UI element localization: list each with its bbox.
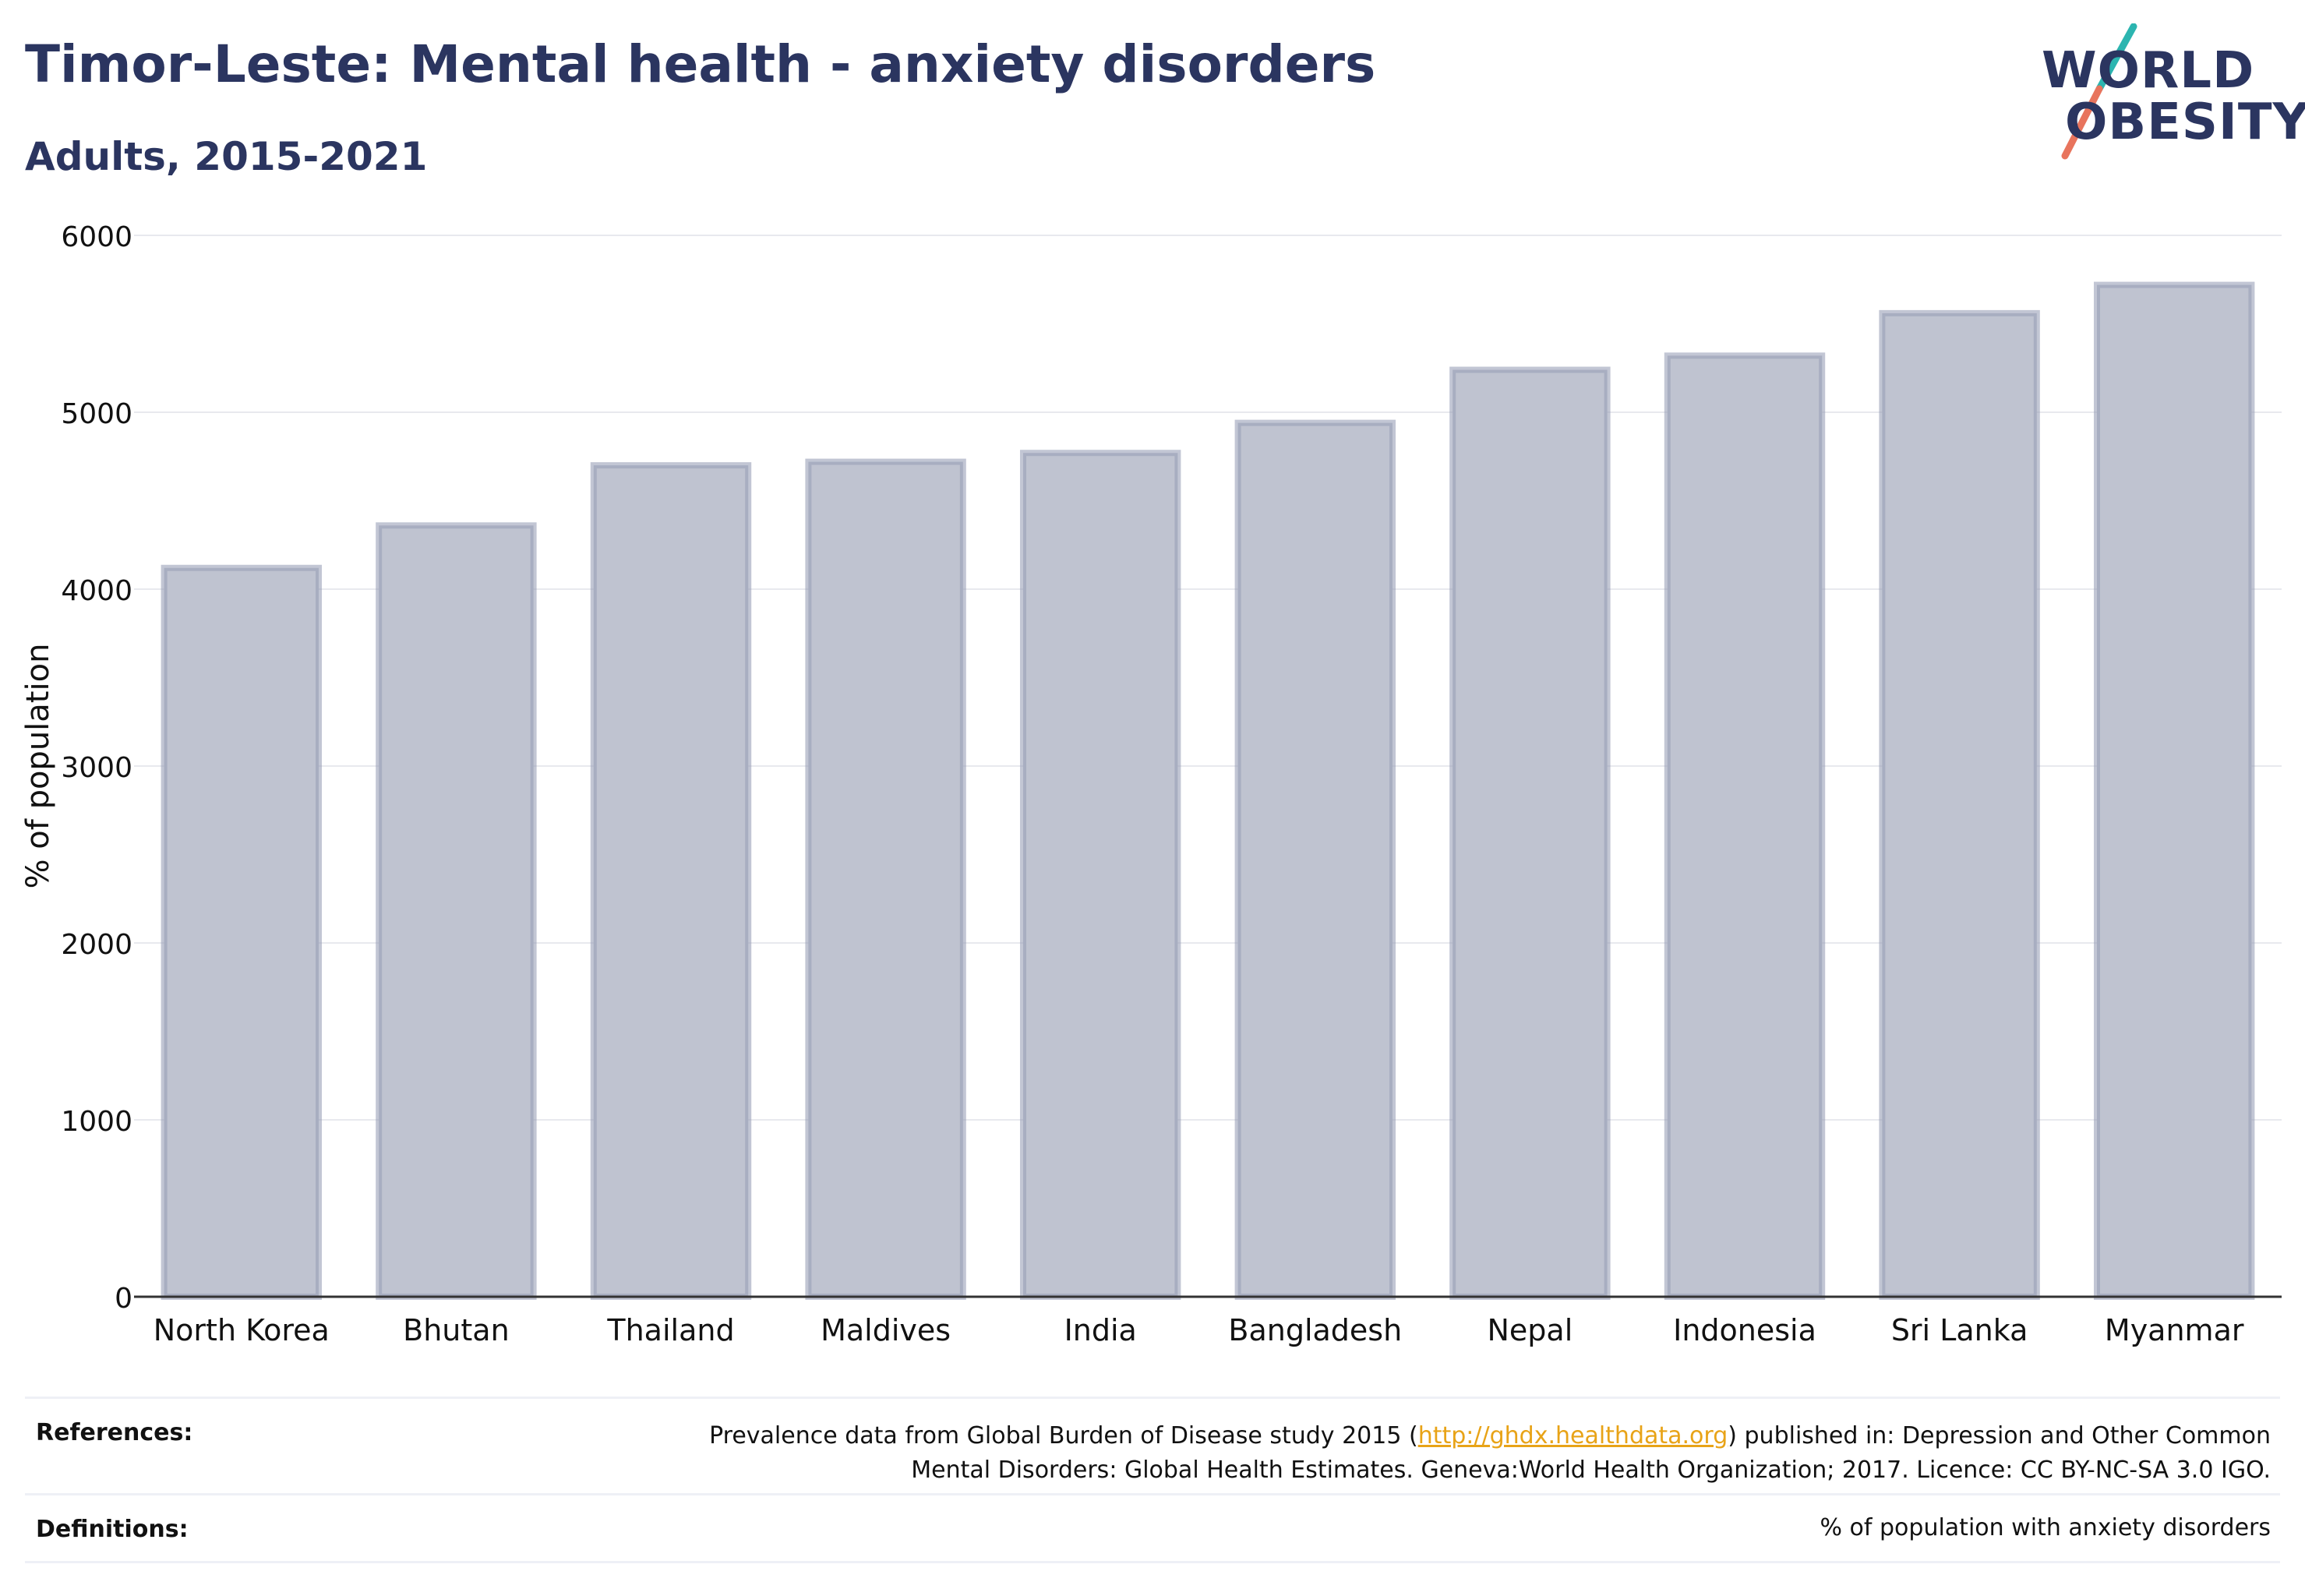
- bar-myanmar: [2093, 281, 2255, 1300]
- bar-nepal: [1449, 366, 1611, 1300]
- y-axis-label: % of population: [20, 644, 56, 889]
- y-tick-label: 3000: [61, 752, 132, 784]
- bar-indonesia: [1664, 352, 1826, 1300]
- references-text: Prevalence data from Global Burden of Di…: [709, 1419, 2271, 1488]
- logo-slash-top: [2095, 23, 2137, 93]
- chart-subtitle: Adults, 2015-2021: [25, 134, 428, 179]
- references-label: References:: [36, 1419, 193, 1446]
- y-tick-label: 1000: [61, 1106, 132, 1138]
- x-tick-label: Thailand: [606, 1313, 734, 1347]
- references-text-pre: Prevalence data from Global Burden of Di…: [709, 1422, 1418, 1449]
- references-link[interactable]: http://ghdx.healthdata.org: [1417, 1422, 1728, 1449]
- x-tick-label: Bangladesh: [1228, 1313, 1402, 1347]
- references-text-line2: Mental Disorders: Global Health Estimate…: [911, 1457, 2271, 1484]
- y-tick-label: 6000: [61, 221, 132, 253]
- definitions-row: Definitions: % of population with anxiet…: [25, 1493, 2280, 1563]
- bar-chart: 0 1000 2000 3000 4000 5000 6000 North Korea Bhu…: [20, 221, 2282, 1347]
- x-tick-label: Myanmar: [2105, 1313, 2244, 1347]
- chart-title: Timor-Leste: Mental health - anxiety dis…: [25, 34, 1376, 94]
- bar-india: [1019, 450, 1181, 1301]
- definitions-label: Definitions:: [36, 1516, 189, 1543]
- x-tick-label: North Korea: [154, 1313, 330, 1347]
- logo-slash-bottom: [2061, 85, 2103, 160]
- x-tick-label: Bhutan: [403, 1313, 510, 1347]
- x-tick-label: Nepal: [1488, 1313, 1573, 1347]
- bars: [161, 281, 2255, 1301]
- logo-slash-icon: [2061, 23, 2137, 160]
- world-obesity-logo: WORLD OBESITY: [2042, 23, 2305, 164]
- y-tick-label: 0: [115, 1283, 132, 1315]
- bar-bhutan: [376, 522, 537, 1300]
- definitions-text: % of population with anxiety disorders: [1820, 1514, 2271, 1541]
- references-row: References: Prevalence data from Global …: [25, 1396, 2280, 1495]
- logo-text-obesity: OBESITY: [2065, 94, 2305, 151]
- y-tick-label: 4000: [61, 575, 132, 607]
- x-tick-label: Sri Lanka: [1891, 1313, 2028, 1347]
- x-tick-label: Maldives: [821, 1313, 951, 1347]
- references-text-post: ) published in: Depression and Other Com…: [1728, 1422, 2271, 1449]
- bar-maldives: [805, 458, 966, 1300]
- x-tick-label: Indonesia: [1673, 1313, 1816, 1347]
- y-tick-label: 2000: [61, 929, 132, 961]
- x-tick-labels: North Korea Bhutan Thailand Maldives India Ba…: [154, 1313, 2244, 1347]
- bar-north-korea: [161, 564, 323, 1300]
- y-tick-label: 5000: [61, 398, 132, 430]
- y-tick-labels: 0 1000 2000 3000 4000 5000 6000: [61, 221, 132, 1315]
- bar-bangladesh: [1234, 419, 1396, 1300]
- x-tick-label: India: [1064, 1313, 1137, 1347]
- bar-sri-lanka: [1879, 309, 2040, 1300]
- logo-text-world: WORLD: [2042, 42, 2255, 100]
- bar-thailand: [590, 462, 752, 1300]
